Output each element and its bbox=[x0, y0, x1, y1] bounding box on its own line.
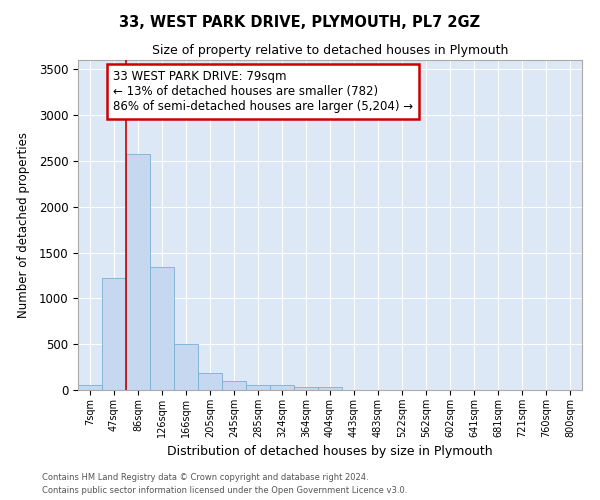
Text: 33 WEST PARK DRIVE: 79sqm
← 13% of detached houses are smaller (782)
86% of semi: 33 WEST PARK DRIVE: 79sqm ← 13% of detac… bbox=[113, 70, 413, 113]
Bar bbox=[246, 386, 270, 390]
Text: Contains HM Land Registry data © Crown copyright and database right 2024.
Contai: Contains HM Land Registry data © Crown c… bbox=[42, 474, 407, 495]
Bar bbox=[198, 372, 222, 390]
Text: 33, WEST PARK DRIVE, PLYMOUTH, PL7 2GZ: 33, WEST PARK DRIVE, PLYMOUTH, PL7 2GZ bbox=[119, 15, 481, 30]
Y-axis label: Number of detached properties: Number of detached properties bbox=[17, 132, 31, 318]
Bar bbox=[270, 386, 294, 390]
Bar bbox=[318, 387, 342, 390]
Bar bbox=[102, 278, 126, 390]
Bar bbox=[126, 154, 150, 390]
Title: Size of property relative to detached houses in Plymouth: Size of property relative to detached ho… bbox=[152, 44, 508, 58]
X-axis label: Distribution of detached houses by size in Plymouth: Distribution of detached houses by size … bbox=[167, 446, 493, 458]
Bar bbox=[150, 267, 174, 390]
Bar bbox=[222, 381, 246, 390]
Bar bbox=[294, 387, 318, 390]
Bar bbox=[174, 344, 198, 390]
Bar bbox=[78, 386, 102, 390]
